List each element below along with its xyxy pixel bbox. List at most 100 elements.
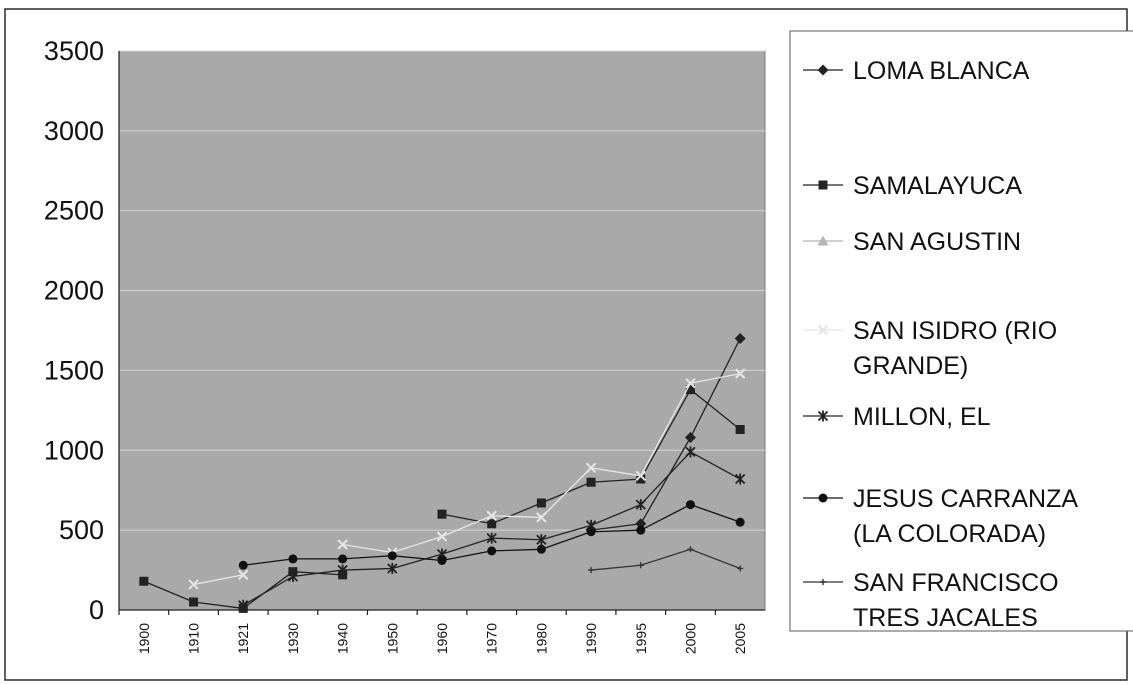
legend-label: SAN FRANCISCO xyxy=(853,569,1059,597)
data-point xyxy=(238,599,249,611)
data-point xyxy=(337,564,348,576)
data-point xyxy=(635,499,646,511)
data-point xyxy=(536,498,546,508)
y-tick-label: 1000 xyxy=(44,435,104,465)
x-tick-label: 2000 xyxy=(682,623,698,654)
x-tick-label: 1930 xyxy=(285,623,301,654)
y-tick-label: 0 xyxy=(89,595,104,625)
data-point xyxy=(189,597,199,607)
data-point xyxy=(536,544,546,554)
series-6 xyxy=(588,546,744,574)
data-point xyxy=(735,425,745,435)
data-point xyxy=(238,569,249,581)
legend-label: SAN ISIDRO (RIO xyxy=(853,317,1057,345)
data-point xyxy=(735,517,745,527)
data-point xyxy=(684,432,696,444)
y-tick-label: 1500 xyxy=(44,355,104,385)
data-point xyxy=(635,470,646,482)
data-point xyxy=(685,385,695,395)
legend-entry: SAN AGUSTIN xyxy=(803,228,1021,256)
data-point xyxy=(586,477,596,487)
data-point xyxy=(636,525,646,535)
legend-label: LOMA BLANCA xyxy=(853,57,1030,85)
data-point xyxy=(586,527,596,537)
data-point xyxy=(685,377,696,389)
data-point xyxy=(487,519,497,529)
series-5 xyxy=(238,500,745,570)
data-point xyxy=(337,539,348,550)
data-point xyxy=(387,551,397,561)
y-tick-label: 2500 xyxy=(44,196,104,226)
legend-label: TRES JACALES xyxy=(853,604,1038,632)
legend-label: (LA COLORADA) xyxy=(853,520,1046,548)
x-tick-labels: 1900 1910 1921 1930 1940 1950 1960 1970 1980 1990… xyxy=(118,610,748,654)
series-lines xyxy=(139,332,746,613)
series-4 xyxy=(238,446,746,611)
x-tick-label: 1910 xyxy=(186,623,202,654)
legend: LOMA BLANCA SAMALAYUCA SAN AGUSTIN SAN ISID… xyxy=(789,30,1133,632)
x-tick-label: 1980 xyxy=(533,623,549,654)
legend-marker xyxy=(817,235,829,246)
data-point xyxy=(687,546,694,553)
y-tick-label: 500 xyxy=(59,515,104,545)
legend-entry: LOMA BLANCA xyxy=(803,57,1030,85)
data-point xyxy=(288,554,298,564)
legend-label: SAN AGUSTIN xyxy=(853,228,1021,256)
y-tick-label: 3000 xyxy=(44,116,104,146)
plot-area xyxy=(118,50,766,611)
legend-entry: MILLON, EL xyxy=(803,403,991,431)
data-point xyxy=(635,518,647,530)
legend-entry: SAN FRANCISCO TRES JACALES xyxy=(803,569,1059,632)
legend-marker xyxy=(817,324,829,336)
x-tick-label: 1900 xyxy=(136,623,152,654)
data-point xyxy=(338,554,348,564)
legend-marker xyxy=(818,180,828,190)
data-point xyxy=(139,576,149,586)
data-point xyxy=(685,500,695,510)
y-tick-labels: 0 500 1000 1500 2000 2500 3000 3500 xyxy=(44,36,104,625)
data-point xyxy=(685,446,696,458)
data-point xyxy=(536,534,547,546)
data-point xyxy=(486,532,497,544)
y-tick-label: 2000 xyxy=(44,276,104,306)
data-point xyxy=(387,562,398,574)
x-tick-label: 1921 xyxy=(235,623,251,654)
legend-entry: JESUS CARRANZA (LA COLORADA) xyxy=(803,485,1078,548)
x-tick-label: 1940 xyxy=(335,623,351,654)
legend-marker xyxy=(817,64,829,76)
series-line xyxy=(193,574,244,586)
data-point xyxy=(486,510,497,521)
series-3 xyxy=(188,368,746,590)
data-point xyxy=(735,473,746,485)
x-tick-label: 1960 xyxy=(434,623,450,654)
data-point xyxy=(734,332,746,344)
data-point xyxy=(238,560,248,570)
data-point xyxy=(636,474,646,484)
x-tick-label: 1970 xyxy=(484,623,500,654)
series-line xyxy=(591,548,741,571)
legend-label: JESUS CARRANZA xyxy=(853,485,1078,513)
series-line xyxy=(590,338,741,531)
legend-label: MILLON, EL xyxy=(853,403,991,431)
x-tick-label: 1990 xyxy=(583,623,599,654)
legend-box xyxy=(789,30,1133,632)
x-tick-label: 1995 xyxy=(633,623,649,654)
data-point xyxy=(436,531,448,542)
legend-marker xyxy=(817,410,829,422)
data-point xyxy=(487,546,497,556)
legend-marker xyxy=(820,579,826,585)
data-point xyxy=(737,565,744,572)
legend-entry: SAN ISIDRO (RIO GRANDE) xyxy=(803,317,1057,380)
legend-label: SAMALAYUCA xyxy=(853,172,1022,200)
legend-entry: SAMALAYUCA xyxy=(803,172,1022,200)
data-point xyxy=(287,570,299,582)
x-tick-label: 1950 xyxy=(384,623,400,654)
x-tick-label: 2005 xyxy=(732,623,748,654)
data-point xyxy=(437,555,447,565)
legend-label: GRANDE) xyxy=(853,352,968,380)
axes xyxy=(118,51,765,611)
data-point xyxy=(588,567,595,574)
y-tick-label: 3500 xyxy=(44,36,104,66)
legend-marker xyxy=(818,493,828,503)
